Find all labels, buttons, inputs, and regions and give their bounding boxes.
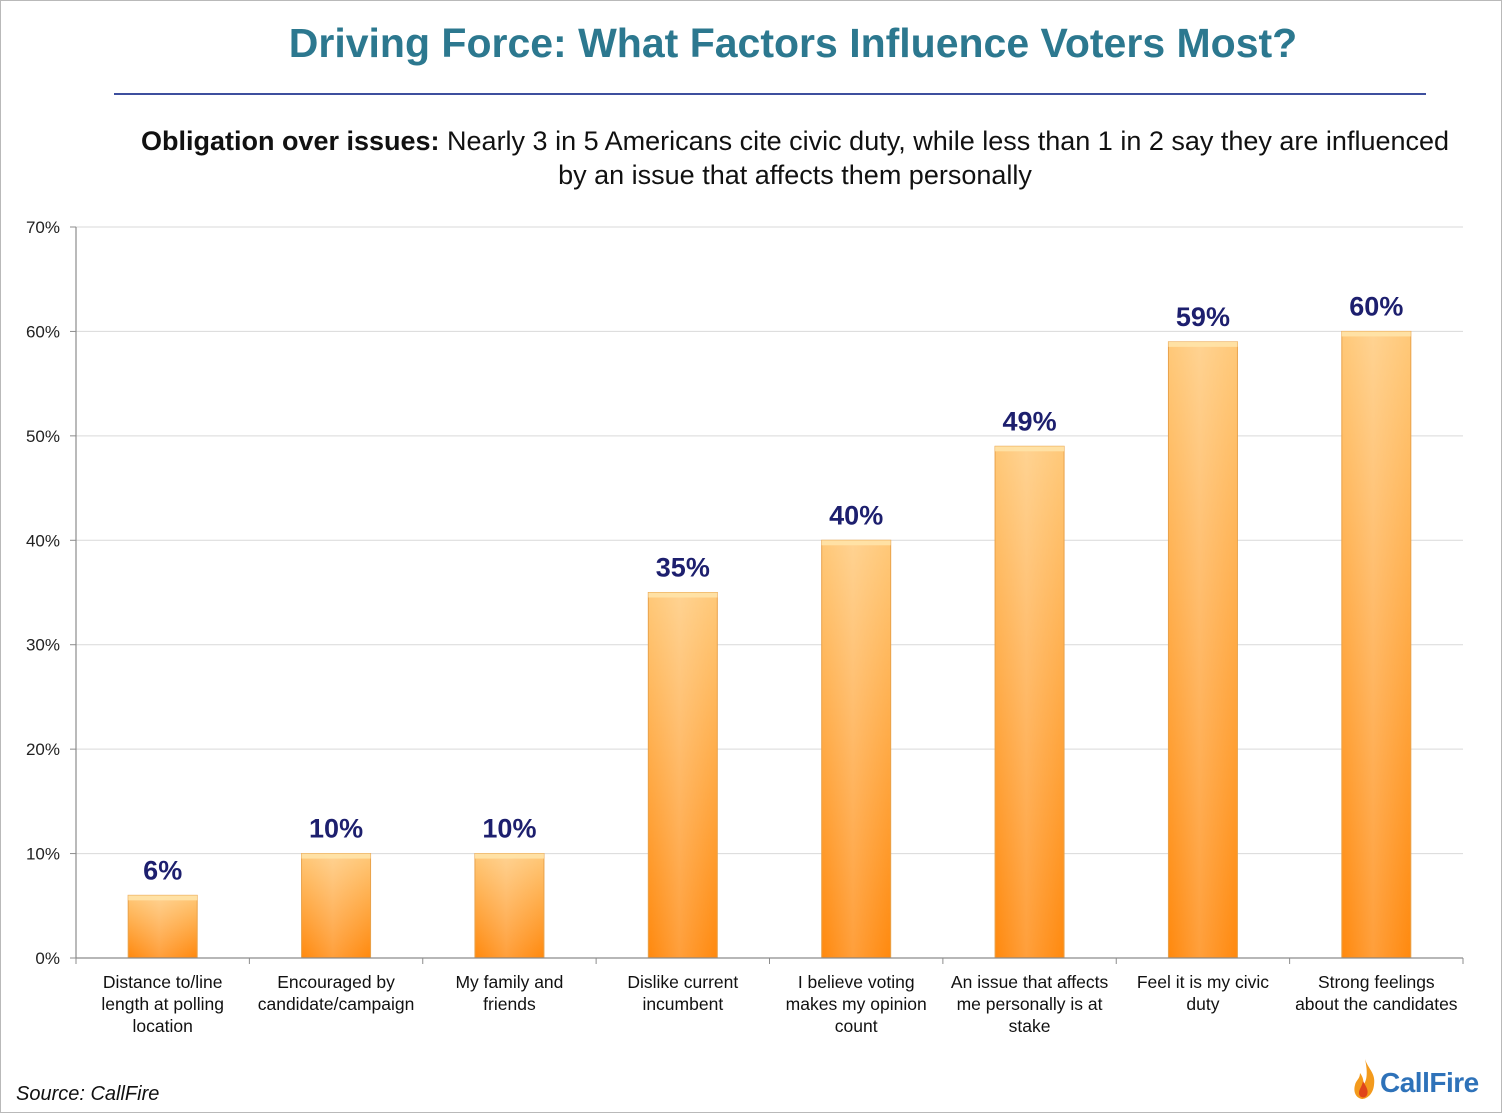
y-tick-label: 20%: [26, 740, 60, 759]
x-category-label-line: Encouraged by: [277, 972, 395, 992]
data-label: 35%: [656, 553, 710, 583]
x-category-label: Encouraged by candidate/campaign: [258, 972, 415, 1014]
y-tick-label: 60%: [26, 322, 60, 341]
x-category-label-line: makes my opinion: [786, 994, 927, 1014]
x-category-label-line: location: [133, 1016, 193, 1036]
bars: [127, 330, 1412, 959]
axes: 0%10%20%30%40%50%60%70%Distance to/line l…: [26, 218, 1464, 1036]
x-category-label-line: My family and: [455, 972, 563, 992]
y-tick-label: 0%: [35, 949, 60, 968]
x-category-label-line: about the candidates: [1295, 994, 1458, 1014]
bar-highlight: [130, 896, 196, 957]
x-category-label: Dislike current incumbent: [627, 972, 738, 1014]
x-category-label-line: Dislike current: [627, 972, 738, 992]
data-label: 59%: [1176, 302, 1230, 332]
x-category-label-line: count: [835, 1016, 878, 1036]
x-category-label-line: stake: [1009, 1016, 1051, 1036]
data-label: 40%: [829, 500, 883, 530]
flame-icon: [1354, 1059, 1375, 1099]
x-category-label-line: length at polling: [101, 994, 224, 1014]
subtitle-text: Nearly 3 in 5 Americans cite civic duty,…: [439, 126, 1450, 190]
title-divider: [114, 93, 1426, 95]
data-label: 6%: [143, 855, 182, 885]
x-category-label: Distance to/line length at polling locatio…: [101, 972, 224, 1036]
x-category-label: Strong feelings about the candidates: [1295, 972, 1458, 1014]
x-category-label: An issue that affects me personally is at…: [951, 972, 1109, 1036]
data-label: 60%: [1349, 291, 1403, 321]
bar-cap: [821, 540, 891, 546]
bar-highlight: [997, 447, 1063, 957]
x-category-label-line: Feel it is my civic: [1137, 972, 1269, 992]
gridlines: [76, 226, 1463, 855]
x-category-label-line: friends: [483, 994, 536, 1014]
x-category-label: I believe voting makes my opinion count: [786, 972, 927, 1036]
logo-text: CallFire: [1380, 1067, 1479, 1098]
x-category-label: My family and friends: [455, 972, 563, 1014]
x-category-label-line: I believe voting: [798, 972, 915, 992]
bar-cap: [995, 446, 1065, 452]
x-category-label-line: incumbent: [642, 994, 723, 1014]
data-labels: 6% 10% 10% 35% 40% 49% 59% 60%: [143, 291, 1403, 885]
bar-cap: [648, 592, 718, 598]
data-label: 10%: [482, 814, 536, 844]
bar-highlight: [476, 854, 542, 957]
y-tick-label: 30%: [26, 636, 60, 655]
x-category-label-line: Strong feelings: [1318, 972, 1435, 992]
x-category-label: Feel it is my civic duty: [1137, 972, 1269, 1014]
chart-subtitle: Obligation over issues: Nearly 3 in 5 Am…: [130, 124, 1460, 192]
x-category-label-line: me personally is at: [957, 994, 1103, 1014]
subtitle-lead: Obligation over issues:: [140, 126, 440, 156]
y-tick-label: 50%: [26, 427, 60, 446]
bar-highlight: [1170, 342, 1236, 957]
callfire-logo: CallFire: [1350, 1055, 1490, 1105]
y-tick-label: 10%: [26, 845, 60, 864]
bar-cap: [1341, 331, 1411, 337]
bar-cap: [474, 853, 544, 859]
bar-highlight: [1343, 332, 1409, 957]
y-tick-label: 70%: [26, 218, 60, 237]
source-note: Source: CallFire: [16, 1083, 160, 1105]
bar-cap: [128, 895, 198, 901]
x-category-label-line: Distance to/line: [103, 972, 223, 992]
data-label: 10%: [309, 814, 363, 844]
bar-cap: [301, 853, 371, 859]
bar-highlight: [823, 541, 889, 957]
x-category-label-line: candidate/campaign: [258, 994, 415, 1014]
bar-cap: [1168, 341, 1238, 347]
data-label: 49%: [1003, 406, 1057, 436]
bar-highlight: [650, 593, 716, 957]
x-category-label-line: duty: [1186, 994, 1219, 1014]
bar-highlight: [303, 854, 369, 957]
x-category-label-line: An issue that affects: [951, 972, 1109, 992]
y-tick-label: 40%: [26, 531, 60, 550]
chart-title: Driving Force: What Factors Influence Vo…: [288, 20, 1298, 66]
